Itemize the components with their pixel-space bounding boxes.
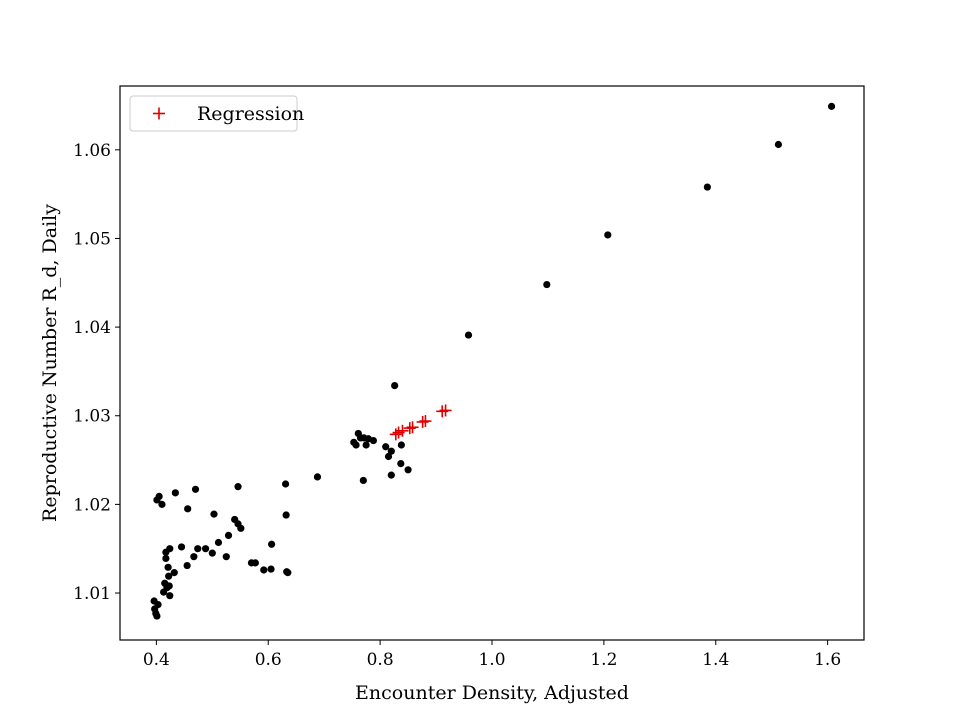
regression-point: [439, 404, 452, 417]
x-tick-label: 0.6: [255, 650, 282, 670]
data-point: [774, 140, 783, 149]
data-point: [267, 565, 275, 573]
data-point: [703, 183, 711, 191]
data-point: [397, 460, 405, 468]
data-point: [201, 545, 210, 553]
data-point: [166, 545, 174, 553]
legend-box: [129, 95, 298, 132]
data-point: [359, 476, 367, 485]
data-point: [165, 582, 173, 590]
x-tick-label: 1.4: [702, 650, 729, 670]
data-point: [284, 569, 292, 577]
data-point: [267, 540, 276, 548]
y-axis-ticks: 1.01 1.02 1.03 1.04 1.05 1.06: [73, 141, 120, 604]
y-tick-label: 1.05: [73, 229, 111, 249]
data-point: [827, 102, 836, 110]
data-point: [171, 489, 179, 497]
legend-marker-regression: [153, 107, 165, 120]
data-point: [154, 600, 162, 609]
data-point: [208, 549, 216, 557]
data-point: [391, 382, 399, 390]
data-point: [604, 231, 612, 239]
data-point: [384, 452, 393, 461]
data-point: [282, 511, 290, 519]
data-point: [155, 492, 163, 501]
y-tick-label: 1.06: [73, 141, 111, 161]
data-point: [166, 592, 174, 600]
data-point: [397, 441, 405, 449]
x-tick-label: 1.0: [478, 650, 505, 670]
data-point: [191, 485, 200, 493]
y-tick-label: 1.04: [73, 318, 111, 338]
data-point: [194, 545, 202, 553]
regression-point: [419, 415, 432, 428]
data-point: [387, 471, 395, 479]
y-axis-label: Reproductive Number R_d, Daily: [39, 204, 61, 522]
x-axis-label: Encounter Density, Adjusted: [355, 682, 629, 704]
data-point: [234, 483, 242, 491]
legend: Regression: [129, 95, 304, 132]
data-point: [352, 441, 360, 449]
x-tick-label: 0.4: [143, 650, 170, 670]
y-tick-label: 1.03: [73, 407, 111, 427]
x-tick-label: 1.6: [814, 650, 841, 670]
regression-point: [403, 422, 416, 435]
data-point: [251, 559, 259, 567]
legend-plus-icon: [153, 107, 165, 120]
data-point: [184, 505, 192, 513]
data-point: [362, 441, 370, 449]
data-point: [164, 563, 172, 571]
data-point: [153, 612, 161, 620]
y-tick-label: 1.01: [73, 584, 111, 604]
data-point: [162, 554, 170, 563]
legend-label-regression: Regression: [197, 103, 304, 125]
regression-point: [396, 424, 409, 437]
x-tick-label: 1.2: [590, 650, 617, 670]
data-point: [222, 553, 230, 561]
x-axis-ticks: 0.4 0.6 0.8 1.0 1.2 1.4 1.6: [143, 640, 841, 670]
data-point: [382, 443, 390, 451]
regression-point: [389, 428, 402, 441]
data-point: [210, 510, 218, 518]
regression-point: [406, 421, 419, 434]
data-point: [404, 466, 412, 474]
data-point: [543, 280, 551, 289]
data-point: [260, 566, 268, 574]
data-point: [387, 447, 395, 455]
data-point: [224, 531, 233, 540]
data-point: [158, 500, 166, 508]
data-point: [214, 538, 223, 547]
data-point: [313, 473, 322, 481]
data-point: [165, 572, 173, 580]
plot-marks: [150, 102, 836, 620]
x-tick-label: 0.8: [367, 650, 394, 670]
data-point: [170, 569, 178, 577]
data-point: [183, 561, 191, 570]
data-point: [237, 524, 245, 532]
data-point: [281, 480, 290, 488]
data-point: [190, 553, 198, 561]
regression-point: [416, 415, 429, 428]
y-tick-label: 1.02: [73, 495, 111, 515]
data-point: [369, 436, 378, 445]
data-point: [464, 331, 473, 339]
data-point: [177, 543, 186, 551]
